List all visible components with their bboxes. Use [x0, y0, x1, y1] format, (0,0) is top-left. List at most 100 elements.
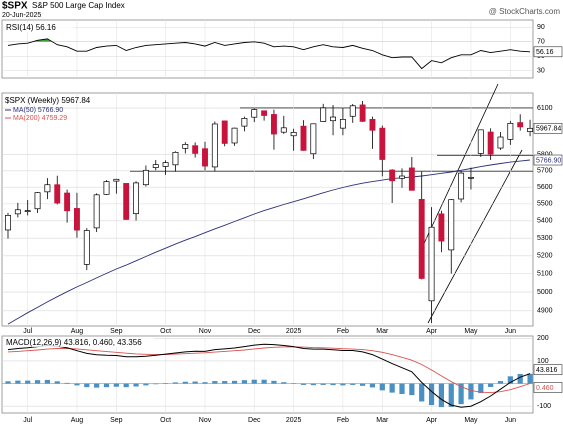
candle-body	[162, 162, 169, 167]
histogram-bar	[507, 376, 513, 384]
histogram-bar	[428, 383, 435, 406]
histogram-bar	[143, 383, 149, 386]
candle-body	[192, 145, 199, 154]
y-tick-label: 5600	[537, 184, 553, 191]
histogram-bar	[389, 383, 395, 393]
histogram-bar	[94, 383, 100, 388]
histogram-bar	[379, 383, 385, 391]
y-tick-label: 5400	[537, 218, 553, 225]
y-tick-label: 5700	[537, 168, 553, 175]
rsi-line	[7, 38, 531, 70]
histogram-bar	[34, 380, 41, 384]
histogram-bar	[497, 381, 504, 384]
value-box-label: 5967.84	[536, 126, 561, 133]
value-box-label: 43.816	[536, 367, 558, 374]
candle-body	[330, 116, 337, 122]
histogram-bar	[212, 381, 218, 384]
candle-body	[507, 122, 514, 140]
histogram-bar	[15, 380, 21, 384]
y-tick-label: 5200	[537, 253, 553, 260]
histogram-bar	[360, 383, 366, 386]
candle-body	[103, 181, 110, 195]
candle-body	[64, 192, 71, 212]
date: 20-Jun-2025	[2, 12, 41, 19]
symbol: $SPX	[2, 1, 28, 12]
x-tick-label: Feb	[337, 417, 349, 424]
histogram-bar	[182, 381, 188, 384]
x-tick-label: Jul	[23, 328, 32, 335]
legend-bg	[4, 338, 154, 347]
histogram-bar	[113, 383, 119, 387]
candle-body	[172, 151, 179, 166]
y-tick-label: 5500	[537, 201, 553, 208]
candle-body	[221, 120, 228, 144]
candle-body	[182, 144, 189, 149]
source: @ StockCharts.com	[489, 7, 561, 16]
histogram-bar	[261, 379, 267, 384]
candle-body	[73, 208, 80, 231]
y-tick-label: 5100	[537, 271, 553, 278]
candle-body	[5, 215, 11, 231]
candle-body	[44, 184, 51, 193]
value-box-label: 56.16	[536, 49, 554, 56]
candle-body	[133, 182, 139, 215]
value-box-label: 0.460	[536, 385, 554, 392]
histogram-bar	[448, 383, 454, 407]
x-tick-label: 2025	[286, 328, 302, 335]
signal-line	[7, 346, 531, 394]
x-tick-label: Jun	[505, 417, 516, 424]
x-tick-label: Nov	[199, 417, 212, 424]
histogram-bar	[517, 374, 523, 384]
candle-body	[527, 127, 534, 132]
candle-body	[290, 131, 297, 137]
macd-line	[7, 343, 531, 408]
x-tick-label: Oct	[160, 417, 171, 424]
candle-body	[123, 183, 130, 220]
y-tick-label: 6100	[537, 105, 553, 112]
candle-body	[517, 122, 524, 128]
y-tick-label: 90	[537, 24, 545, 31]
legend: RSI(14) 56.16	[6, 23, 56, 32]
candle-body	[399, 175, 405, 179]
candle-body	[83, 230, 90, 265]
candle-body	[468, 176, 474, 179]
candle-body	[320, 107, 327, 122]
x-tick-label: Jun	[505, 328, 516, 335]
x-tick-label: Mar	[376, 417, 389, 424]
histogram-bar	[478, 383, 484, 394]
value-box	[533, 364, 563, 375]
histogram-bar	[438, 383, 444, 408]
histogram-bar	[64, 382, 70, 384]
overbought-area	[8, 38, 531, 42]
x-tick-label: 2025	[286, 417, 302, 424]
candle-body	[280, 127, 287, 133]
histogram-bar	[202, 382, 208, 384]
x-tick-label: Apr	[426, 328, 438, 335]
candle-body	[369, 118, 376, 131]
value-box	[533, 123, 563, 134]
value-box-label: 5766.90	[536, 157, 561, 164]
candle-body	[477, 129, 484, 154]
candle-body	[54, 184, 61, 204]
histogram-bar	[527, 373, 533, 384]
value-box	[533, 46, 563, 58]
candle-body	[211, 123, 218, 168]
x-tick-label: Aug	[71, 417, 84, 424]
x-tick-label: Aug	[71, 328, 84, 335]
candle-body	[113, 178, 120, 182]
x-tick-label: Apr	[426, 417, 438, 424]
y-tick-label: 30	[537, 68, 545, 75]
candle-body	[408, 167, 415, 191]
candle-body	[34, 192, 41, 210]
histogram-bar	[84, 383, 90, 388]
legend-entry: MA(200) 4759.29	[13, 115, 67, 122]
histogram-bar	[231, 380, 238, 384]
candle-body	[458, 172, 465, 200]
histogram-bar	[320, 383, 326, 385]
candle-body	[93, 194, 100, 229]
candle-body	[152, 164, 159, 168]
histogram-bar	[271, 380, 277, 384]
candle-body	[251, 109, 258, 118]
histogram-bar	[103, 383, 110, 388]
x-tick-label: Sep	[110, 417, 123, 424]
